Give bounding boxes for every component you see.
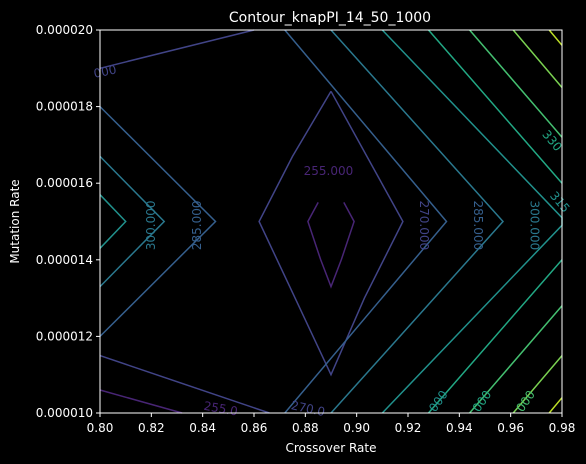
contour-label: 270.000: [417, 201, 431, 251]
x-tick-label: 0.92: [395, 421, 422, 435]
contour-label: 285.000: [190, 201, 204, 251]
contour-line-255-1: [99, 389, 183, 414]
chart-title: Contour_knapPI_14_50_1000: [229, 10, 431, 26]
y-tick-label: 0.000020: [36, 23, 93, 37]
contour-label: 000: [92, 62, 117, 80]
contour-line-270-1: [99, 354, 270, 414]
y-axis-title: Mutation Rate: [8, 179, 22, 263]
contour-line-300-0: [99, 155, 166, 288]
contour-line-300-1: [330, 29, 505, 414]
contour-labels: 255.000 270.000 285.000 300.000 300.000 285.0…: [92, 62, 572, 419]
contour-line-270-0: [258, 90, 404, 377]
contour-label: 300.000: [527, 201, 541, 251]
x-tick-label: 0.98: [549, 421, 576, 435]
x-tick-label: 0.80: [87, 421, 114, 435]
contour-line-285-0: [99, 106, 217, 337]
x-tick-label: 0.86: [241, 421, 268, 435]
plot-frame: [99, 29, 563, 414]
contour-label: 255.0: [203, 399, 239, 419]
contour-line-375-0: [548, 29, 563, 46]
contour-line-315-0: [99, 194, 127, 249]
contour-label: 270.0: [290, 398, 327, 419]
contour-label: 255.000: [304, 164, 354, 178]
x-tick-label: 0.82: [138, 421, 165, 435]
x-tick-label: 0.96: [497, 421, 524, 435]
contour-lines: [99, 29, 563, 414]
y-tick-label: 0.000012: [36, 329, 93, 343]
y-tick-label: 0.000010: [36, 406, 93, 420]
y-axis: 0.000010 0.000012 0.000014 0.000016 0.000018…: [36, 23, 100, 420]
y-tick-label: 0.000014: [36, 253, 93, 267]
x-axis-title: Crossover Rate: [286, 441, 377, 455]
contour-line-360-0: [512, 29, 563, 88]
x-tick-label: 0.94: [446, 421, 473, 435]
contour-line-345-1: [469, 305, 563, 414]
contour-label: 285.000: [471, 201, 485, 251]
x-tick-label: 0.90: [343, 421, 370, 435]
contour-line-330-0: [427, 29, 563, 184]
y-tick-label: 0.000018: [36, 100, 93, 114]
contour-line-270-2: [99, 29, 255, 70]
contour-line-375-1: [548, 397, 563, 414]
y-tick-label: 0.000016: [36, 176, 93, 190]
contour-line-255-0: [307, 202, 355, 289]
x-tick-label: 0.88: [292, 421, 319, 435]
contour-line-285-1: [284, 29, 448, 414]
contour-line-330-1: [427, 259, 563, 414]
contour-label: 300.000: [144, 201, 158, 251]
x-axis: 0.80 0.82 0.84 0.86 0.88 0.90 0.92 0.94 0.96 0.98: [87, 413, 576, 435]
contour-line-345-0: [469, 29, 563, 138]
x-tick-label: 0.84: [189, 421, 216, 435]
contour-line-360-1: [512, 355, 563, 414]
